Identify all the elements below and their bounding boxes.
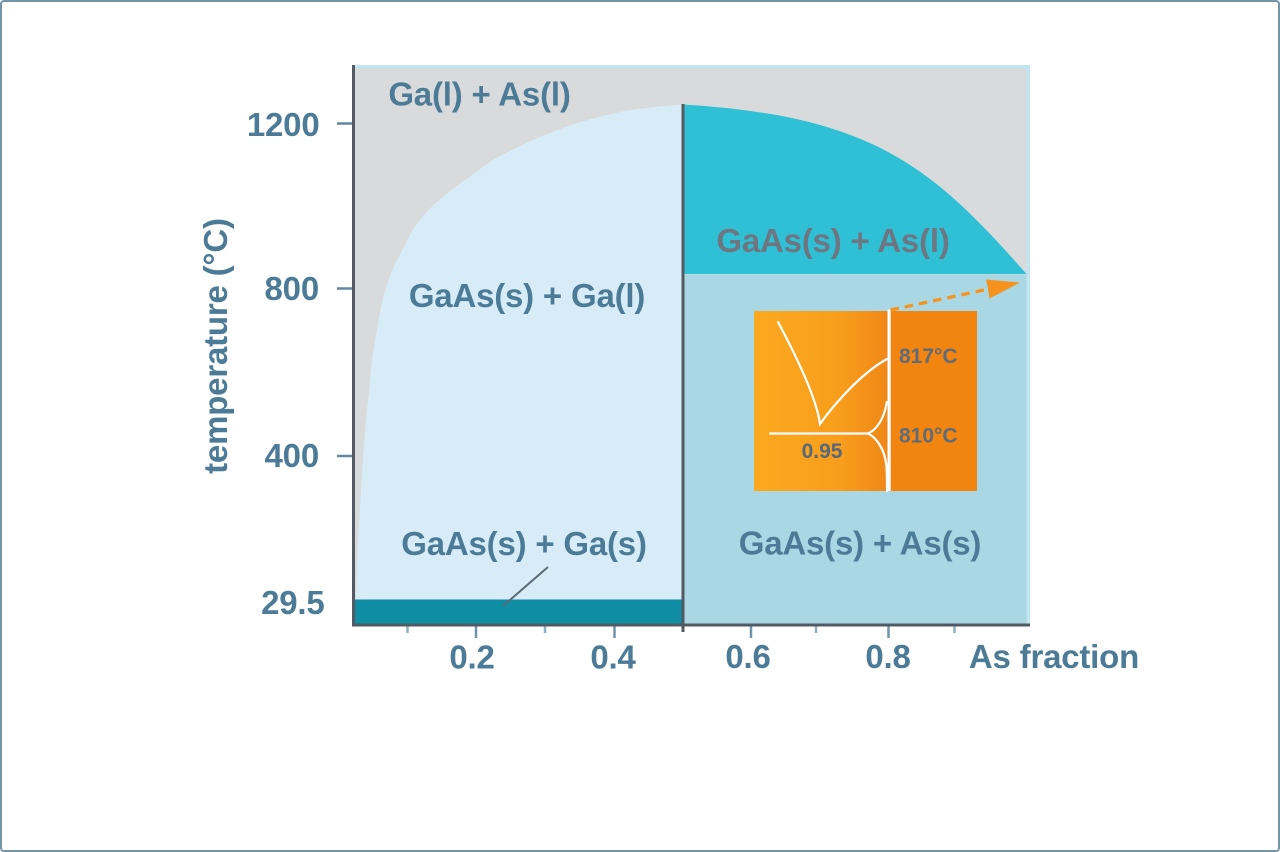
- svg-text:800: 800: [265, 270, 319, 307]
- svg-text:0.4: 0.4: [590, 639, 636, 676]
- svg-text:As fraction: As fraction: [969, 638, 1139, 675]
- svg-text:1200: 1200: [247, 106, 320, 143]
- svg-text:GaAs(s) + As(l): GaAs(s) + As(l): [716, 222, 949, 259]
- svg-text:Ga(l) + As(l): Ga(l) + As(l): [388, 76, 570, 113]
- svg-text:810°C: 810°C: [899, 425, 958, 448]
- svg-text:817°C: 817°C: [899, 345, 958, 368]
- svg-text:0.8: 0.8: [865, 638, 910, 675]
- svg-text:GaAs(s) + Ga(l): GaAs(s) + Ga(l): [409, 277, 645, 314]
- svg-text:0.95: 0.95: [802, 440, 843, 463]
- svg-text:29.5: 29.5: [261, 584, 324, 621]
- svg-text:GaAs(s) + Ga(s): GaAs(s) + Ga(s): [401, 525, 647, 562]
- svg-text:temperature (°C): temperature (°C): [197, 218, 234, 474]
- svg-text:GaAs(s) + As(s): GaAs(s) + As(s): [739, 525, 981, 562]
- svg-text:0.6: 0.6: [725, 638, 770, 675]
- svg-text:0.2: 0.2: [449, 639, 494, 676]
- svg-text:400: 400: [265, 437, 319, 474]
